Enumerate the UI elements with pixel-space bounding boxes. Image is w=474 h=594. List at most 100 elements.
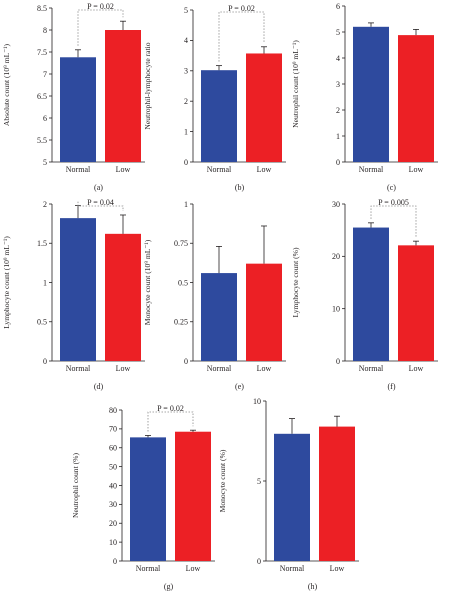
y-tick-label: 20 [332, 252, 340, 261]
y-tick-label: 0 [257, 557, 261, 566]
y-tick-label: 6 [43, 114, 47, 123]
bar-low [398, 245, 434, 361]
y-tick-label: 7 [43, 70, 47, 79]
significance-bracket [370, 205, 417, 238]
y-tick-label: 1 [184, 127, 188, 136]
bar-low [398, 35, 434, 163]
panel-label: (c) [387, 183, 396, 192]
p-value-label: P = 0.02 [87, 2, 114, 11]
y-tick-label: 0.75 [174, 239, 188, 248]
panel-g: 0 10 20 30 40 50 60 70 80 Normal Low P = 0.02 Neutro… [71, 404, 215, 591]
x-tick-label: Normal [66, 364, 91, 373]
bar-normal [274, 433, 310, 561]
y-tick-label: 0.25 [174, 318, 188, 327]
y-tick-label: 20 [109, 519, 117, 528]
bar-low [175, 431, 211, 561]
y-tick-label: 2 [43, 200, 47, 209]
y-tick-label: 1 [43, 278, 47, 287]
panel-label: (d) [94, 382, 104, 391]
x-tick-label: Normal [207, 165, 232, 174]
x-tick-label: Low [116, 364, 131, 373]
bar-normal [353, 26, 389, 162]
panel-b: 0 1 2 3 4 5 Normal Low P = 0.02 Neutrophil-lympho… [143, 4, 286, 192]
panel-label: (a) [94, 183, 103, 192]
y-axis-label: Monocyte count (%) [218, 449, 227, 512]
y-tick-label: 0 [336, 158, 340, 167]
x-tick-label: Normal [359, 364, 384, 373]
y-axis-label: Absolute count (10⁹ mL⁻¹) [2, 43, 11, 126]
y-tick-label: 30 [332, 200, 340, 209]
x-tick-label: Low [116, 165, 131, 174]
x-tick-label: Low [409, 165, 424, 174]
y-tick-label: 4 [184, 36, 188, 45]
y-axis-label: Neutrophil count (10⁹ mL⁻¹) [291, 40, 300, 128]
y-tick-label: 7.5 [37, 48, 47, 57]
panel-label: (g) [164, 582, 174, 591]
significance-bracket [77, 9, 124, 46]
y-tick-label: 1.5 [37, 239, 47, 248]
y-tick-label: 3 [336, 80, 340, 89]
y-tick-label: 6.5 [37, 92, 47, 101]
bar-low [105, 30, 141, 162]
y-tick-label: 1 [336, 132, 340, 141]
y-tick-label: 0 [336, 357, 340, 366]
y-tick-label: 2 [184, 97, 188, 106]
y-tick-label: 6 [336, 2, 340, 11]
y-axis-label: Neutrophil-lymphocyte ratio [143, 42, 152, 129]
panel-label: (h) [308, 582, 318, 591]
significance-bracket [147, 411, 194, 432]
y-tick-label: 5.5 [37, 136, 47, 145]
y-tick-label: 50 [109, 462, 117, 471]
y-tick-label: 60 [109, 444, 117, 453]
x-tick-label: Normal [66, 165, 91, 174]
panel-c: 0 1 2 3 4 5 6 Normal Low Neutrophil count (10⁹ mL… [291, 2, 438, 192]
y-axis-label: Lymphocyte count (%) [291, 247, 300, 317]
y-tick-label: 5 [336, 28, 340, 37]
y-tick-label: 70 [109, 425, 117, 434]
panel-h: 0 5 10 Normal Low Monocyte count (%) (h) [218, 397, 359, 591]
x-tick-label: Low [257, 165, 272, 174]
y-axis-label: Monocyte count (10⁹ mL⁻¹) [143, 239, 152, 325]
panel-label: (b) [235, 183, 245, 192]
x-tick-label: Normal [280, 564, 305, 573]
y-axis-label: Neutrophil count (%) [71, 453, 80, 518]
significance-bracket [77, 201, 124, 211]
y-tick-label: 3 [184, 67, 188, 76]
y-tick-label: 0.5 [178, 278, 188, 287]
y-tick-label: 5 [257, 477, 261, 486]
bar-normal [201, 273, 237, 361]
y-tick-label: 0.5 [37, 318, 47, 327]
bar-normal [353, 227, 389, 361]
x-tick-label: Low [330, 564, 345, 573]
bar-normal [60, 57, 96, 162]
panel-d: 0 0.5 1 1.5 2 Normal Low P = 0.04 Lymphocyte cou… [2, 198, 145, 391]
bar-normal [130, 437, 166, 561]
p-value-label: P = 0.02 [228, 4, 255, 13]
y-tick-label: 8.5 [37, 4, 47, 13]
p-value-label: P = 0.04 [87, 198, 114, 207]
bar-normal [201, 70, 237, 162]
y-tick-label: 2 [336, 106, 340, 115]
p-value-label: P = 0.005 [378, 198, 409, 207]
y-tick-label: 80 [109, 406, 117, 415]
panel-f: 0 10 20 30 Normal Low P = 0.005 Lymphocyte coun… [291, 198, 438, 391]
bar-low [105, 233, 141, 361]
bar-normal [60, 218, 96, 361]
y-tick-label: 10 [253, 397, 261, 406]
x-tick-label: Low [257, 364, 272, 373]
panel-e: 0 0.25 0.5 0.75 1 Normal Low Monocyte count (10… [143, 200, 286, 391]
bar-low [319, 426, 355, 561]
panel-label: (f) [388, 382, 396, 391]
bar-low [246, 263, 282, 361]
y-tick-label: 4 [336, 54, 340, 63]
x-tick-label: Normal [207, 364, 232, 373]
x-tick-label: Normal [136, 564, 161, 573]
y-tick-label: 5 [43, 158, 47, 167]
x-tick-label: Normal [359, 165, 384, 174]
x-tick-label: Low [186, 564, 201, 573]
significance-bracket [218, 11, 265, 62]
y-tick-label: 0 [43, 357, 47, 366]
y-tick-label: 1 [184, 200, 188, 209]
y-tick-label: 40 [109, 481, 117, 490]
